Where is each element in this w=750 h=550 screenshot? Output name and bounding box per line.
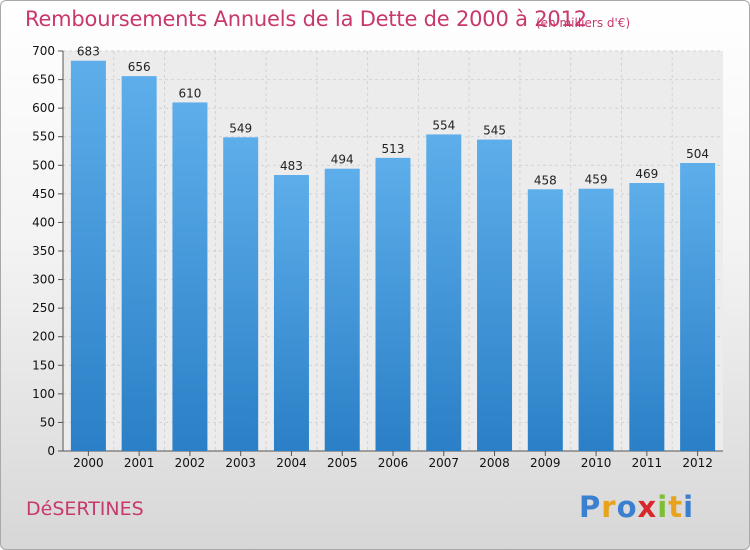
x-tick-label: 2005 [327, 456, 358, 470]
data-label: 513 [382, 142, 405, 156]
x-tick-label: 2008 [479, 456, 510, 470]
x-tick-label: 2001 [124, 456, 155, 470]
x-tick-label: 2010 [581, 456, 612, 470]
y-tick-label: 100 [32, 387, 55, 401]
data-label: 504 [686, 147, 709, 161]
data-label: 610 [178, 86, 201, 100]
bar [680, 163, 716, 451]
logo-letter: o [616, 490, 638, 524]
bar [629, 183, 665, 451]
bar [477, 139, 513, 452]
y-tick-label: 200 [32, 330, 55, 344]
x-tick-label: 2012 [682, 456, 713, 470]
data-label: 483 [280, 159, 303, 173]
x-tick-label: 2003 [225, 456, 256, 470]
x-tick-label: 2009 [530, 456, 561, 470]
data-label: 458 [534, 173, 557, 187]
chart-title: Remboursements Annuels de la Dette de 20… [25, 7, 587, 31]
x-tick-label: 2011 [632, 456, 663, 470]
data-label: 459 [585, 173, 608, 187]
data-label: 683 [77, 45, 100, 59]
y-tick-label: 500 [32, 158, 55, 172]
y-tick-label: 0 [47, 444, 55, 458]
bars [70, 60, 716, 452]
data-label: 549 [229, 121, 252, 135]
logo-letter: i [683, 490, 695, 524]
x-tick-label: 2007 [428, 456, 459, 470]
bar [172, 102, 208, 451]
data-label: 469 [635, 167, 658, 181]
bar [426, 134, 462, 451]
bar [375, 157, 411, 451]
x-tick-label: 2002 [175, 456, 206, 470]
logo-letter: x [637, 490, 658, 524]
bar [70, 60, 106, 451]
bar [324, 168, 360, 451]
y-tick-label: 700 [32, 44, 55, 58]
y-tick-label: 50 [40, 415, 55, 429]
data-label: 554 [432, 118, 455, 132]
data-label: 494 [331, 153, 354, 167]
logo-letter: t [668, 490, 684, 524]
proxiti-logo: Proxiti [579, 490, 694, 524]
bar [527, 189, 563, 452]
bar [223, 137, 259, 452]
logo-letter: P [579, 490, 602, 524]
y-tick-label: 350 [32, 244, 55, 258]
x-tick-label: 2006 [378, 456, 409, 470]
unit-label: (en milliers d'€) [536, 16, 631, 30]
bar [578, 188, 614, 451]
y-tick-label: 250 [32, 301, 55, 315]
labels: 683 656 610 549 483 494 513 554 545 458 459 469 504 [77, 45, 709, 188]
y-tick-label: 650 [32, 73, 55, 87]
y-tick-label: 300 [32, 273, 55, 287]
y-tick-label: 400 [32, 215, 55, 229]
bar [121, 76, 157, 452]
bar [273, 175, 309, 451]
logo-letter: i [657, 490, 669, 524]
y-tick-label: 450 [32, 187, 55, 201]
data-label: 545 [483, 124, 506, 138]
commune-name: DéSERTINES [26, 498, 144, 520]
x-tick-label: 2004 [276, 456, 307, 470]
y-tick-label: 550 [32, 130, 55, 144]
data-label: 656 [128, 60, 151, 74]
y-tick-label: 600 [32, 101, 55, 115]
x-tick-label: 2000 [73, 456, 104, 470]
y-tick-label: 150 [32, 358, 55, 372]
logo-letter: r [601, 490, 617, 524]
